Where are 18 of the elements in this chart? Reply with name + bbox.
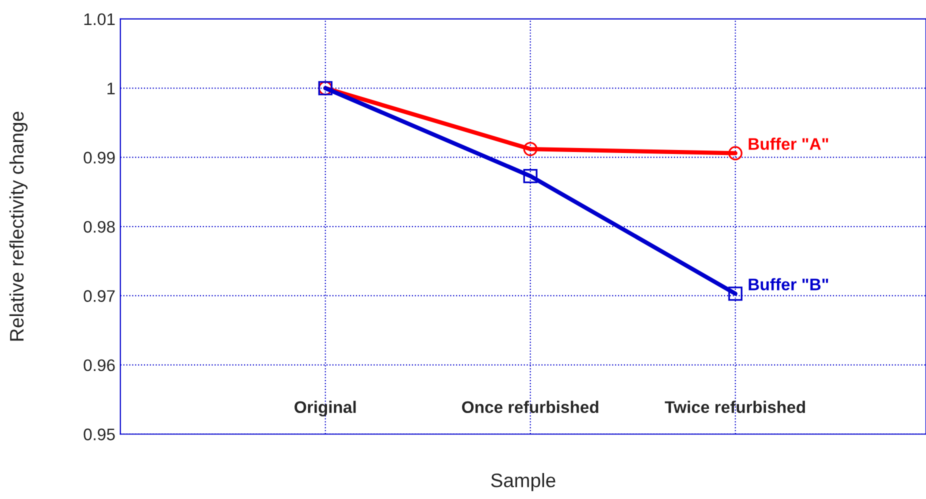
x-tick-label: Twice refurbished <box>664 400 805 414</box>
point <box>523 168 538 184</box>
x-tick-label: Once refurbished <box>462 400 598 414</box>
y-tick-label: 0.99 <box>84 152 115 164</box>
y-tick-label: 0.95 <box>84 428 115 440</box>
series-label: Buffer "A" <box>748 138 828 150</box>
point <box>523 142 538 156</box>
point <box>728 286 742 301</box>
y-axis-title: Relative reflectivity change <box>9 112 28 341</box>
y-tick-label: 1 <box>108 82 115 94</box>
point <box>728 146 742 160</box>
x-axis-title: Sample <box>491 473 556 492</box>
y-tick-label: 1.01 <box>84 13 115 26</box>
y-tick-label: 0.98 <box>84 220 115 233</box>
x-tick-label: Original <box>294 400 356 416</box>
series-label: Buffer "B" <box>748 278 828 290</box>
y-tick-label: 0.96 <box>84 359 115 372</box>
y-tick-label: 0.97 <box>84 290 115 302</box>
